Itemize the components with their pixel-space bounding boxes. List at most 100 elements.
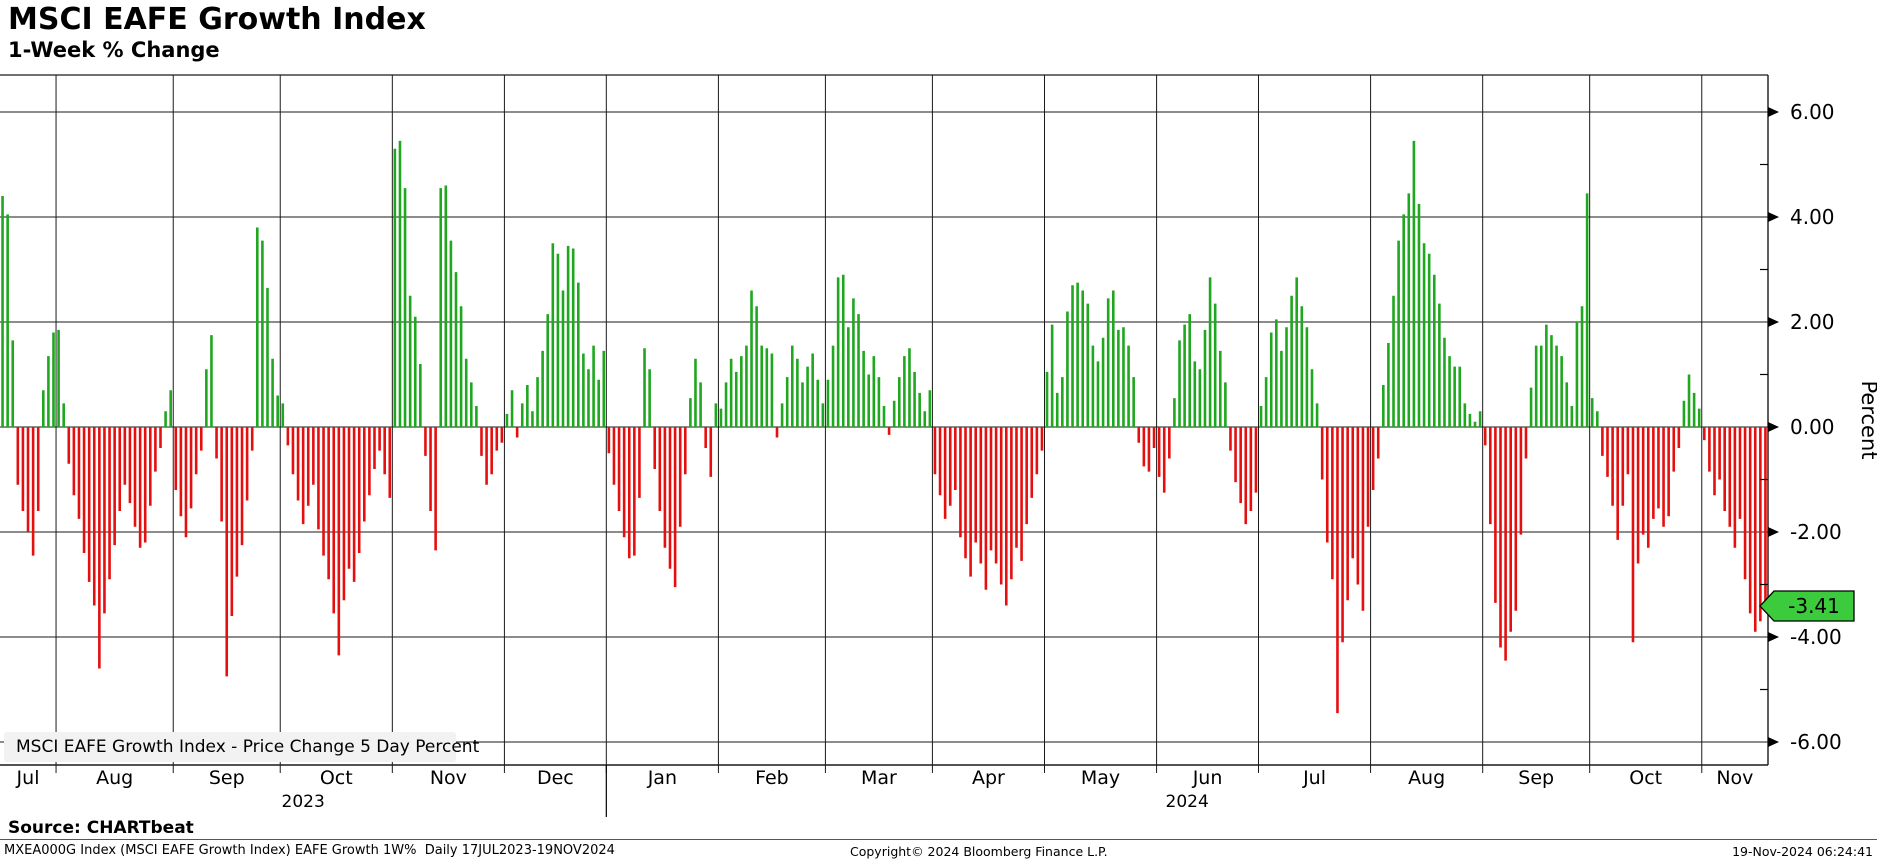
bar: [536, 377, 539, 427]
bar: [1162, 427, 1166, 493]
bar: [225, 427, 229, 677]
bar: [138, 427, 142, 548]
bar: [1188, 314, 1192, 427]
bar: [1045, 371, 1049, 427]
bar: [1443, 337, 1446, 427]
bar: [235, 427, 239, 577]
x-axis-year-label: 2023: [282, 792, 325, 812]
bar: [1759, 427, 1762, 622]
bar: [1178, 340, 1181, 427]
bar: [617, 427, 621, 511]
bar: [1402, 214, 1406, 427]
bar: [750, 290, 753, 427]
legend-label: MSCI EAFE Growth Index - Price Change 5 …: [16, 737, 480, 757]
bar: [734, 371, 738, 427]
bar: [755, 306, 758, 427]
bar: [1106, 298, 1110, 427]
bar: [821, 403, 825, 427]
bar: [1596, 411, 1599, 427]
bar: [683, 427, 687, 475]
bar: [291, 427, 295, 475]
bar: [1489, 427, 1492, 525]
bar: [1422, 243, 1426, 427]
bar: [785, 377, 789, 427]
y-axis-tick-label: 0.00: [1790, 415, 1835, 439]
bar: [113, 427, 116, 546]
bar: [1499, 427, 1502, 648]
bar: [1244, 427, 1248, 525]
y-axis-tick-label: -4.00: [1790, 625, 1842, 649]
bar: [566, 245, 570, 427]
bar: [1111, 290, 1115, 427]
bar: [872, 356, 876, 427]
bar: [424, 427, 427, 456]
bar: [1392, 295, 1395, 427]
bar: [979, 427, 983, 564]
bar: [154, 427, 157, 472]
bar: [490, 427, 493, 475]
bar: [1336, 427, 1339, 714]
x-axis-month-label: Oct: [1629, 767, 1662, 789]
bar: [959, 427, 962, 538]
bar: [582, 353, 585, 427]
bar: [597, 379, 600, 427]
bar: [1254, 427, 1258, 493]
bar: [714, 403, 718, 427]
bar: [398, 140, 402, 427]
bar: [1050, 324, 1054, 427]
chart-legend: MSCI EAFE Growth Index - Price Change 5 …: [4, 732, 479, 762]
bar: [128, 427, 132, 504]
bar: [383, 427, 386, 475]
bar: [169, 390, 172, 427]
bar: [276, 395, 279, 427]
bar: [1351, 427, 1355, 559]
bar: [1310, 369, 1314, 427]
bar: [897, 377, 901, 427]
bar: [556, 253, 560, 427]
bar: [261, 240, 264, 427]
security-description: MXEA000G Index (MSCI EAFE Growth Index) …: [4, 843, 615, 858]
bar: [1458, 366, 1462, 427]
bar: [673, 427, 677, 588]
bar: [352, 427, 356, 582]
bar: [1142, 427, 1146, 467]
bar: [322, 427, 325, 556]
bar: [16, 427, 20, 485]
bar: [1682, 400, 1686, 427]
bar: [1412, 140, 1416, 427]
bar: [1524, 427, 1528, 459]
bar: [994, 427, 998, 564]
bar: [918, 392, 921, 427]
bar: [1616, 427, 1619, 540]
bar: [87, 427, 91, 582]
x-axis-month-label: Dec: [537, 767, 574, 789]
bar: [1280, 350, 1283, 427]
bar: [1519, 427, 1523, 535]
bar: [149, 427, 152, 506]
bar: [1229, 427, 1232, 451]
bar: [1468, 413, 1472, 427]
y-axis-tick-label: 2.00: [1790, 310, 1835, 334]
bar: [627, 427, 631, 559]
bar: [1657, 427, 1660, 509]
bar: [1081, 290, 1085, 427]
bar: [1213, 303, 1217, 427]
x-axis-month-label: Mar: [861, 767, 897, 789]
bar: [480, 427, 483, 456]
bar: [1183, 324, 1186, 427]
bar: [541, 350, 544, 427]
bar: [1662, 427, 1665, 527]
bar: [306, 427, 310, 506]
bar: [1346, 427, 1349, 601]
bar: [740, 356, 743, 427]
bar: [648, 369, 651, 427]
bar: [1555, 345, 1558, 427]
bar: [969, 427, 972, 577]
x-axis-month-label: Feb: [755, 767, 789, 789]
bar: [26, 427, 30, 532]
bar: [179, 427, 183, 517]
bar: [1585, 193, 1589, 427]
bar: [882, 406, 886, 427]
bar: [638, 427, 641, 498]
bar: [164, 411, 167, 427]
